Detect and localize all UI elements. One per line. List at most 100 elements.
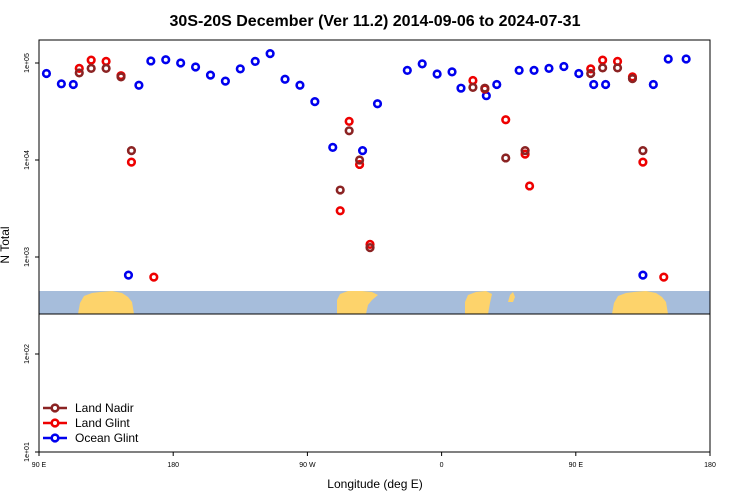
world-map-band xyxy=(39,291,710,314)
land-glint-point xyxy=(335,206,345,216)
land-nadir-point xyxy=(586,68,596,79)
land-glint-point xyxy=(468,75,478,86)
x-tick-label: 90 E xyxy=(32,462,47,469)
map-land-4 xyxy=(612,291,668,314)
land-nadir-point xyxy=(101,63,111,73)
land-nadir-point xyxy=(86,63,96,73)
ocean-glint-point xyxy=(663,54,673,64)
ocean-glint-point xyxy=(648,79,658,90)
ocean-glint-point xyxy=(250,56,260,66)
map-ocean xyxy=(39,291,710,314)
land-nadir-point xyxy=(638,145,648,156)
ocean-glint-point xyxy=(235,64,245,74)
ocean-glint-point xyxy=(402,65,412,75)
land-glint-point xyxy=(101,56,111,66)
x-tick-label: 90 W xyxy=(299,462,316,469)
land-nadir-point xyxy=(627,74,638,84)
x-tick-label: 0 xyxy=(440,462,444,469)
ocean-glint-point xyxy=(280,74,290,84)
land-glint-point xyxy=(86,55,96,65)
y-tick-label: 1e+01 xyxy=(24,442,31,462)
y-axis-label: N Total xyxy=(0,226,12,263)
land-nadir-point xyxy=(74,68,84,78)
ocean-glint-point xyxy=(529,65,539,75)
ocean-glint-point xyxy=(161,55,171,65)
ocean-glint-point xyxy=(295,80,305,90)
land-nadir-point xyxy=(126,145,137,156)
ocean-glint-point xyxy=(638,270,648,280)
ocean-glint-point xyxy=(447,67,457,77)
ocean-glint-point xyxy=(176,58,186,68)
x-axis: 90 E 180 90 W 0 90 E 180 xyxy=(32,452,716,469)
legend-label-ocean-glint: Ocean Glint xyxy=(75,431,139,445)
land-nadir-point xyxy=(335,185,345,195)
land-glint-point xyxy=(524,181,535,191)
land-nadir-point xyxy=(468,82,478,93)
ocean-glint-point xyxy=(559,61,569,72)
y-tick-label: 1e+03 xyxy=(24,247,31,267)
land-glint-point xyxy=(638,157,648,167)
ocean-glint-point xyxy=(417,59,427,69)
land-nadir-point xyxy=(598,63,608,73)
x-tick-label: 180 xyxy=(167,462,179,469)
ocean-glint-point xyxy=(265,48,275,59)
land-glint-point xyxy=(586,64,596,74)
ocean-glint-point xyxy=(205,70,216,80)
land-nadir-point xyxy=(344,126,354,136)
ocean-glint-point xyxy=(220,76,230,86)
land-nadir-point xyxy=(354,155,365,165)
plot-border xyxy=(38,39,711,453)
map-land-1 xyxy=(337,291,378,314)
x-tick-label: 90 E xyxy=(569,462,584,469)
land-nadir-point xyxy=(365,242,375,253)
land-glint-point xyxy=(149,272,159,282)
land-glint-point xyxy=(501,115,511,125)
land-glint-point xyxy=(344,116,354,126)
land-glint-point xyxy=(74,63,84,73)
x-tick-label: 180 xyxy=(704,462,716,469)
ocean-glint-point xyxy=(41,68,52,79)
legend-label-land-nadir: Land Nadir xyxy=(75,401,134,415)
ocean-glint-point xyxy=(432,69,442,79)
map-land-2 xyxy=(465,291,492,314)
legend-marker-land-glint xyxy=(50,418,60,428)
y-tick-label: 1e+02 xyxy=(24,344,31,364)
land-glint-point xyxy=(126,157,137,167)
x-axis-label: Longitude (deg E) xyxy=(327,477,422,491)
ocean-glint-point xyxy=(310,97,320,107)
y-tick-label: 1e+05 xyxy=(24,53,31,73)
land-glint-point xyxy=(354,159,365,170)
legend-marker-ocean-glint xyxy=(50,433,60,443)
ocean-glint-point xyxy=(190,62,201,72)
land-glint-point xyxy=(598,55,608,65)
land-glint-point xyxy=(365,239,375,249)
ocean-glint-point xyxy=(123,270,134,280)
chart-title: 30S-20S December (Ver 11.2) 2014-09-06 t… xyxy=(170,13,581,30)
land-nadir-point xyxy=(520,145,530,156)
ocean-glint-point xyxy=(372,99,383,109)
ocean-glint-point xyxy=(134,80,144,90)
land-glint-point xyxy=(659,272,669,282)
land-nadir-point xyxy=(612,63,623,73)
ocean-glint-point xyxy=(68,79,78,90)
legend-marker-land-nadir xyxy=(50,403,60,413)
y-axis: 1e+01 1e+02 1e+03 1e+04 1e+05 xyxy=(24,53,39,462)
ocean-glint-point xyxy=(456,83,466,93)
land-nadir-point xyxy=(116,72,126,82)
land-nadir-point xyxy=(480,83,490,93)
ocean-glint-point xyxy=(146,56,156,66)
ocean-glint-point xyxy=(544,63,554,73)
legend-label-land-glint: Land Glint xyxy=(75,416,130,430)
ocean-glint-point xyxy=(328,142,338,152)
map-land-0 xyxy=(78,291,134,314)
ocean-glint-point xyxy=(514,65,524,75)
data-points xyxy=(41,48,691,282)
land-glint-point xyxy=(520,149,530,159)
land-nadir-point xyxy=(501,153,511,163)
map-land-3 xyxy=(508,292,515,302)
ocean-glint-point xyxy=(574,68,584,79)
ocean-glint-point xyxy=(601,79,611,90)
ocean-glint-point xyxy=(56,79,66,89)
